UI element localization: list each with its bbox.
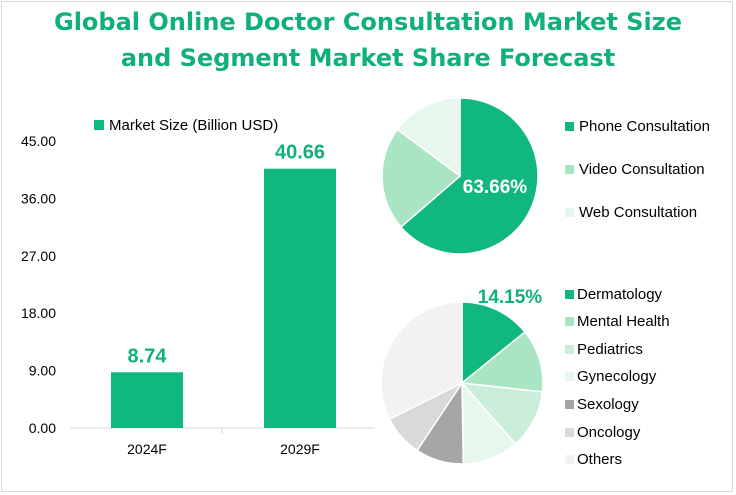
y-tick-label: 36.00 <box>21 190 56 206</box>
legend-label-specialty: Pediatrics <box>577 341 643 358</box>
specialty-pie-data-label: 14.15% <box>478 287 543 308</box>
bar-data-label: 8.74 <box>128 345 168 367</box>
title-line-2: and Segment Market Share Forecast <box>120 44 616 72</box>
y-tick-label: 9.00 <box>29 363 56 379</box>
legend-swatch-mode <box>565 165 574 174</box>
legend-label-specialty: Oncology <box>577 424 641 441</box>
chart-title: Global Online Doctor Consultation Market… <box>0 4 736 76</box>
mode-pie-data-label: 63.66% <box>463 177 528 198</box>
specialty-pie-slice-pediatrics <box>460 382 544 445</box>
legend-swatch-specialty <box>565 290 574 299</box>
legend-label-specialty: Mental Health <box>577 313 670 330</box>
x-tick-label: 2029F <box>280 441 320 457</box>
legend-swatch-specialty <box>565 455 574 464</box>
y-tick-label: 18.00 <box>21 305 56 321</box>
legend-label-mode: Web Consultation <box>579 204 697 221</box>
mode-pie-slice-video-consultation <box>381 128 462 229</box>
title-line-1: Global Online Doctor Consultation Market… <box>54 8 682 36</box>
y-tick-label: 0.00 <box>29 420 56 436</box>
legend-swatch-specialty <box>565 400 574 409</box>
mode-pie-slice-phone-consultation <box>399 97 539 255</box>
specialty-pie-slice-dermatology <box>461 301 526 385</box>
legend-swatch-specialty <box>565 428 574 437</box>
legend-label-specialty: Gynecology <box>577 368 657 385</box>
legend-swatch-market-size <box>94 120 104 130</box>
specialty-pie-slice-others <box>380 301 463 421</box>
legend-label-mode: Phone Consultation <box>579 118 710 135</box>
legend-swatch-mode <box>565 208 574 217</box>
y-tick-label: 45.00 <box>21 133 56 149</box>
legend-label-specialty: Dermatology <box>577 286 663 303</box>
legend-label-specialty: Sexology <box>577 396 639 413</box>
bar-data-label: 40.66 <box>275 142 325 164</box>
y-tick-label: 27.00 <box>21 248 56 264</box>
bar-2029F <box>264 168 336 428</box>
legend-label-market-size: Market Size (Billion USD) <box>109 117 278 134</box>
specialty-pie-slice-mental-health <box>460 330 544 393</box>
mode-pie-slice-web-consultation <box>396 97 461 178</box>
legend-swatch-mode <box>565 122 574 131</box>
legend-swatch-specialty <box>565 345 574 354</box>
legend-swatch-specialty <box>565 317 574 326</box>
legend-label-specialty: Others <box>577 451 622 468</box>
bar-2024F <box>111 372 183 428</box>
legend-swatch-specialty <box>565 372 574 381</box>
x-tick-label: 2024F <box>127 441 167 457</box>
legend-label-mode: Video Consultation <box>579 161 705 178</box>
